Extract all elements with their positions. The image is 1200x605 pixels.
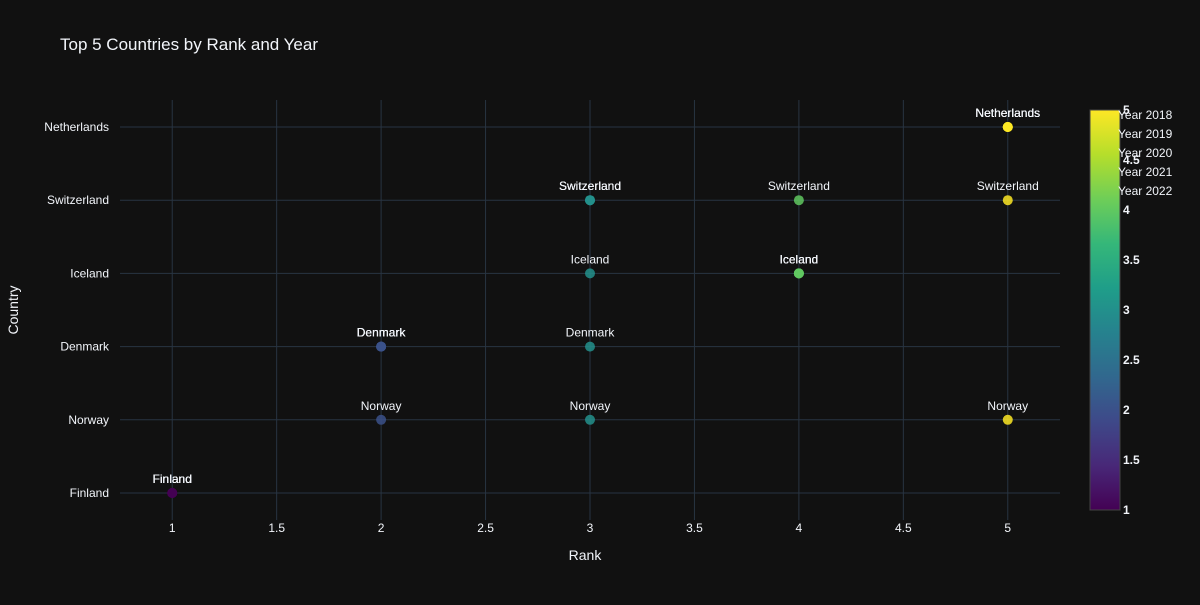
data-label: Netherlands — [975, 106, 1040, 120]
data-label: Finland — [153, 472, 192, 486]
data-point[interactable] — [1002, 414, 1013, 425]
data-point[interactable] — [585, 195, 595, 206]
data-label: Norway — [570, 399, 611, 413]
colorbar-tick-label: 3 — [1123, 303, 1130, 317]
x-tick-label: 3 — [587, 521, 594, 535]
legend-item[interactable]: Year 2019 — [1118, 127, 1173, 141]
point-labels-layer: Finland Norway Denmark Iceland Switzerland Ne… — [153, 106, 1041, 486]
x-tick-label: 2.5 — [477, 521, 494, 535]
colorbar-tick-label: 5 — [1123, 103, 1130, 117]
y-tick-label: Denmark — [60, 340, 110, 354]
data-label: Finland — [153, 472, 192, 486]
x-tick-label: 5 — [1004, 521, 1011, 535]
data-point[interactable] — [376, 341, 387, 352]
data-point[interactable] — [1002, 195, 1013, 206]
x-tick-label: 1 — [169, 521, 176, 535]
data-point[interactable] — [167, 488, 178, 498]
data-point[interactable] — [793, 268, 804, 279]
data-label: Switzerland — [559, 179, 621, 193]
y-axis-ticks: Finland Norway Denmark Iceland Switzerland Ne… — [44, 120, 110, 500]
data-label: Norway — [361, 399, 402, 413]
data-point[interactable] — [585, 268, 595, 279]
grid-layer — [120, 100, 1060, 520]
data-label: Iceland — [780, 252, 819, 266]
data-point[interactable] — [793, 195, 804, 206]
data-label: Denmark — [357, 326, 407, 340]
data-label: Denmark — [357, 326, 407, 340]
legend-item[interactable]: Year 2021 — [1118, 165, 1173, 179]
colorbar-tick-label: 3.5 — [1123, 253, 1140, 267]
data-label: Finland — [153, 472, 192, 486]
data-label: Denmark — [566, 326, 616, 340]
y-tick-label: Iceland — [70, 266, 109, 280]
y-tick-label: Finland — [70, 486, 109, 500]
x-tick-label: 2 — [378, 521, 385, 535]
y-tick-label: Switzerland — [47, 193, 109, 207]
data-point[interactable] — [376, 414, 387, 425]
data-label: Finland — [153, 472, 192, 486]
data-label: Iceland — [780, 252, 819, 266]
colorbar-tick-label: 4 — [1123, 203, 1130, 217]
data-point[interactable] — [585, 341, 595, 352]
x-axis-title: Rank — [569, 547, 603, 563]
legend-item[interactable]: Year 2022 — [1118, 184, 1173, 198]
colorbar-ticks: 1 1.5 2 2.5 3 3.5 4 4.5 5 — [1123, 103, 1140, 517]
data-label: Switzerland — [559, 179, 621, 193]
data-label: Denmark — [357, 326, 407, 340]
chart-title: Top 5 Countries by Rank and Year — [60, 35, 318, 54]
data-label: Netherlands — [975, 106, 1040, 120]
x-axis-ticks: 1 1.5 2 2.5 3 3.5 4 4.5 5 — [169, 521, 1012, 535]
y-axis-title: Country — [5, 285, 21, 334]
legend-item[interactable]: Year 2018 — [1118, 108, 1173, 122]
data-label: Switzerland — [768, 179, 830, 193]
colorbar-tick-label: 1 — [1123, 503, 1130, 517]
data-point[interactable] — [1002, 122, 1013, 132]
x-tick-label: 4 — [796, 521, 803, 535]
x-tick-label: 1.5 — [268, 521, 285, 535]
y-tick-label: Norway — [68, 413, 109, 427]
data-label: Netherlands — [975, 106, 1040, 120]
data-label: Netherlands — [975, 106, 1040, 120]
y-tick-label: Netherlands — [44, 120, 109, 134]
x-tick-label: 3.5 — [686, 521, 703, 535]
colorbar-tick-label: 2 — [1123, 403, 1130, 417]
data-label: Switzerland — [559, 179, 621, 193]
data-label: Finland — [153, 472, 192, 486]
data-label: Norway — [987, 399, 1028, 413]
legend[interactable]: Year 2018 Year 2019 Year 2020 Year 2021 Year… — [1118, 108, 1173, 198]
colorbar-tick-label: 1.5 — [1123, 453, 1140, 467]
data-label: Switzerland — [977, 179, 1039, 193]
colorbar-tick-label: 2.5 — [1123, 353, 1140, 367]
data-label: Iceland — [571, 252, 610, 266]
data-label: Denmark — [357, 326, 407, 340]
points-layer — [167, 122, 1013, 498]
legend-item[interactable]: Year 2020 — [1118, 146, 1173, 160]
colorbar-tick-label: 4.5 — [1123, 153, 1140, 167]
x-tick-label: 4.5 — [895, 521, 912, 535]
data-point[interactable] — [585, 414, 595, 425]
colorbar — [1089, 109, 1121, 511]
data-label: Iceland — [780, 252, 819, 266]
data-label: Iceland — [780, 252, 819, 266]
